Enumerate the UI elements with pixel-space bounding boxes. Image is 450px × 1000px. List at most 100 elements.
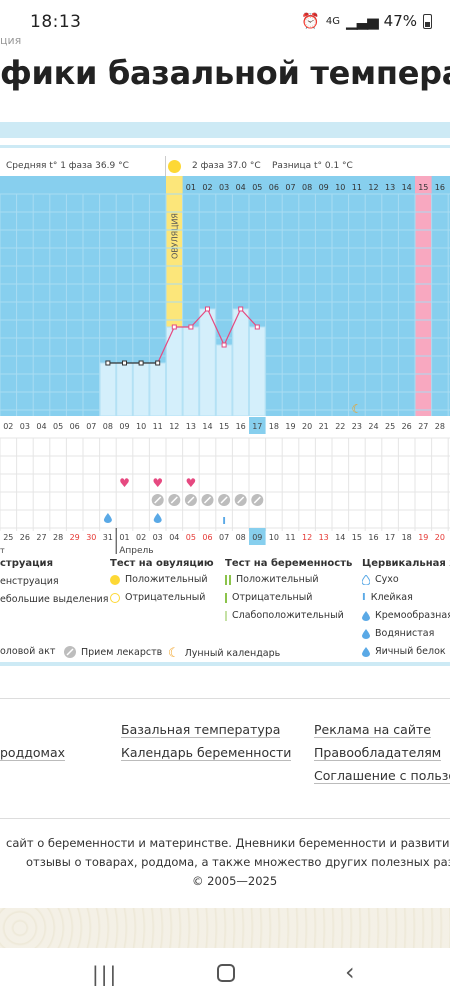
about-line1: сайт о беременности и материнстве. Дневн… — [6, 836, 450, 850]
legend-label: Кремообразная — [375, 610, 450, 621]
legend-label: Отрицательный — [232, 592, 313, 603]
sticky-icon: I — [222, 516, 226, 527]
moon-icon: ☾ — [352, 402, 363, 416]
drop-outline-icon — [362, 574, 370, 585]
date-label: 18 — [402, 533, 412, 542]
legend-label: Слабоположительный — [232, 610, 344, 621]
temperature-bar — [199, 308, 216, 417]
pill-icon — [203, 496, 212, 504]
double-bar-icon — [225, 574, 231, 585]
chart-frame — [0, 145, 450, 665]
date-label: 20 — [435, 533, 445, 542]
legend-ovulation-positive: Положительный — [110, 574, 208, 585]
day-label: 02 — [3, 422, 13, 431]
temperature-bar — [99, 362, 117, 417]
date-label: 25 — [3, 533, 13, 542]
temperature-bar — [215, 344, 233, 417]
date-label: 04 — [169, 533, 179, 542]
recent-apps-button[interactable]: ||| — [92, 962, 119, 986]
battery-icon — [423, 13, 432, 29]
cycle-day-label: 14 — [402, 183, 412, 192]
temperature-point — [188, 324, 194, 330]
highlight-day-bg — [249, 417, 266, 434]
day-label: 04 — [36, 422, 46, 431]
legend-label: Отрицательный — [125, 592, 206, 603]
date-label: 12 — [302, 533, 312, 542]
month-label: Апрель — [119, 546, 153, 556]
date-label: 09 — [252, 533, 262, 542]
date-label: 01 — [119, 533, 129, 542]
phase2-average: 2 фаза 37.0 °C — [192, 161, 261, 171]
bbt-chart: ОВУЛЯЦИЯ 01 02 03 04 05 06 07 08 09 10 11 12 13 14 15 16… — [0, 176, 450, 556]
battery-label: 47% — [383, 12, 417, 30]
temperature-point — [254, 324, 260, 330]
temperature-line — [157, 326, 175, 364]
temperature-point — [171, 324, 177, 330]
pill-icon — [187, 496, 195, 504]
footer-link-bbt[interactable]: Базальная температура — [121, 722, 281, 738]
day-label: 09 — [119, 422, 129, 431]
legend-col2-title: Тест на овуляцию — [110, 558, 214, 569]
temperature-bar — [149, 362, 166, 417]
temperature-point — [221, 342, 227, 348]
pill-icon — [220, 496, 228, 504]
info-separator — [165, 156, 166, 176]
day-label: 06 — [70, 422, 80, 431]
legend-intercourse: оловой акт — [0, 646, 55, 657]
date-label: 27 — [36, 533, 46, 542]
day-label: 19 — [285, 422, 295, 431]
temperature-line — [190, 308, 208, 328]
footer-link-ads[interactable]: Реклама на сайте — [314, 722, 431, 738]
legend-label: Сухо — [375, 574, 399, 585]
chart-legend: струация енструация ебольшие выделения Т… — [0, 556, 450, 666]
heart-icon: ♥ — [119, 476, 130, 490]
temperature-point — [205, 306, 210, 312]
single-bar-icon — [225, 592, 227, 603]
decorative-pattern — [0, 908, 450, 948]
phase-difference: Разница t° 0.1 °C — [272, 161, 353, 171]
day-label: 11 — [153, 422, 163, 431]
copyright: © 2005—2025 — [192, 874, 278, 888]
temperature-point — [138, 360, 144, 366]
cycle-day-label: 04 — [236, 183, 246, 192]
pill-icon — [64, 646, 76, 658]
temperature-point — [238, 306, 244, 312]
drop-icon — [103, 513, 112, 523]
legend-label: Водянистая — [375, 628, 435, 639]
legend-col1-item1: енструация — [0, 576, 59, 587]
legend-col4-title: Цервикальная жид — [362, 558, 450, 569]
sun-outline-icon — [110, 592, 120, 603]
home-button[interactable] — [217, 964, 235, 982]
back-button[interactable]: ‹ — [345, 958, 355, 986]
day-label: 23 — [352, 422, 362, 431]
prev-month-label: т — [0, 546, 5, 555]
weak-bar-icon — [225, 610, 227, 621]
cycle-day-label: 09 — [319, 183, 329, 192]
page-title: фики базальной температур — [0, 54, 450, 92]
pill-icon — [170, 496, 178, 504]
footer-link-pregnancy-calendar[interactable]: Календарь беременности — [121, 745, 292, 761]
footer-link-agreement[interactable]: Соглашение с пользовате — [314, 768, 450, 784]
temperature-bar — [116, 362, 133, 417]
legend-label: Прием лекарств — [81, 646, 163, 658]
status-icons: ⏰ 4G ▁▃▅ 47% — [301, 12, 432, 30]
date-label: 06 — [202, 533, 212, 542]
date-label: 03 — [153, 533, 163, 542]
day-label: 13 — [186, 422, 196, 431]
day-label: 15 — [219, 422, 229, 431]
legend-label: оловой акт — [0, 646, 56, 657]
sticky-icon: I — [362, 592, 366, 603]
day-label: 24 — [368, 422, 378, 431]
day-label: 07 — [86, 422, 96, 431]
temperature-point — [105, 360, 111, 366]
day-axis-bg — [0, 416, 450, 436]
day-label: 16 — [236, 422, 246, 431]
temperature-bar — [132, 362, 150, 417]
date-label: 26 — [20, 533, 30, 542]
date-label: 02 — [136, 533, 146, 542]
day-label: 03 — [20, 422, 30, 431]
footer-link-maternity[interactable]: роддомах — [0, 745, 66, 761]
temperature-line — [223, 308, 242, 346]
breadcrumb[interactable]: ция — [0, 34, 22, 47]
footer-link-copyright[interactable]: Правообладателям — [314, 745, 442, 761]
